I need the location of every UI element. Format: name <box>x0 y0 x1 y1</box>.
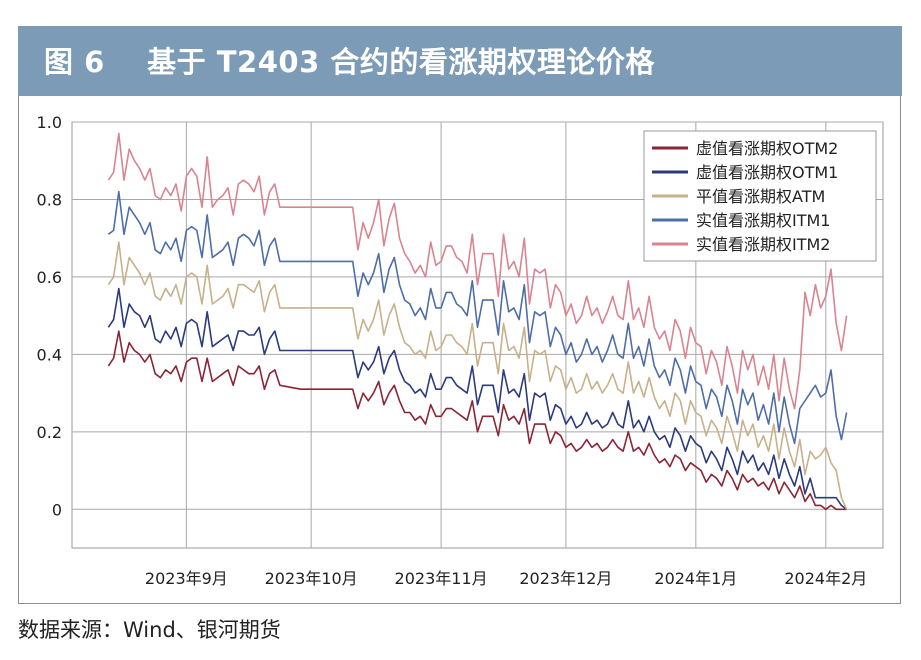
figure-title: 图 6 基于 T2403 合约的看涨期权理论价格 <box>44 45 655 79</box>
x-tick-label: 2023年12月 <box>519 569 612 588</box>
legend-label: 平值看涨期权ATM <box>696 187 825 206</box>
series-line-4 <box>107 190 848 445</box>
series-line-3 <box>107 241 848 510</box>
legend-label: 实值看涨期权ITM2 <box>696 235 830 254</box>
series-line-2 <box>107 287 848 510</box>
source-note: 数据来源：Wind、银河期货 <box>18 618 281 642</box>
series-line-5 <box>107 132 848 410</box>
x-tick-label: 2024年1月 <box>654 569 737 588</box>
y-tick-label: 0.4 <box>37 345 62 364</box>
y-tick-label: 1.0 <box>37 113 62 132</box>
legend-label: 虚值看涨期权OTM1 <box>696 163 838 182</box>
legend-label: 实值看涨期权ITM1 <box>696 211 830 230</box>
legend-label: 虚值看涨期权OTM2 <box>696 139 838 158</box>
series-line-1 <box>107 330 847 511</box>
x-tick-label: 2023年11月 <box>395 569 488 588</box>
x-tick-label: 2023年9月 <box>145 569 228 588</box>
y-tick-label: 0.2 <box>37 423 62 442</box>
title-bar: 图 6 基于 T2403 合约的看涨期权理论价格 <box>18 26 902 96</box>
x-tick-label: 2024年2月 <box>784 569 867 588</box>
y-tick-label: 0.8 <box>37 190 62 209</box>
chart-frame <box>18 96 901 604</box>
y-tick-label: 0.6 <box>37 268 62 287</box>
x-tick-label: 2023年10月 <box>265 569 358 588</box>
y-tick-label: 0 <box>52 500 62 519</box>
